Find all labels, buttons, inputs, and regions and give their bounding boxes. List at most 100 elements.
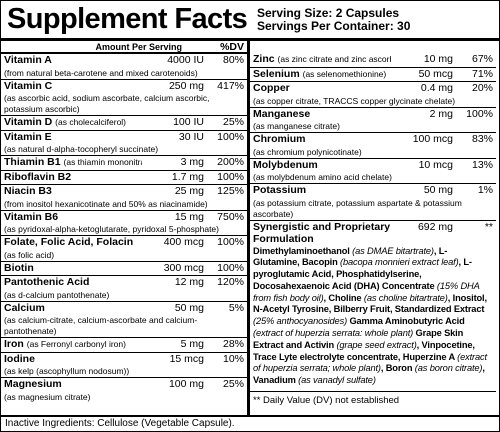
daily-value: 28%: [222, 338, 244, 350]
ingredient-text: (bacopa monnieri extract leaf): [340, 257, 459, 268]
nutrient-cell: Potassium: [253, 184, 391, 198]
amount: 15 mcg: [169, 352, 204, 365]
amount: 15 mg: [174, 210, 204, 223]
nutrient-name: Folate, Folic Acid, Folacin: [4, 236, 134, 248]
nutrient-row: Vitamin C 250 mg 417% (as ascorbic acid, so…: [1, 78, 247, 116]
nutrient-name: Vitamin A: [4, 54, 52, 66]
ingredient-text: Dimethylaminoethanol: [253, 245, 353, 256]
nutrient-row: Magnesium 100 mg 25% (as magnesium citrate): [1, 377, 247, 403]
ingredient-text: Grape Skin Extract and Activin: [253, 328, 464, 350]
nutrient-cell: Chromium: [253, 133, 391, 147]
nutrient-row: Copper 0.4 mg 20% (as copper citrate, TRACC…: [250, 81, 496, 107]
ingredient-text: (15% DHA from fish body oil): [253, 280, 480, 303]
ingredient-text: , L-pyroglutamic Acid, Phosphatidylserin…: [253, 257, 472, 291]
nutrient-cell: Vitamin D (as cholecalciferol): [4, 116, 142, 130]
nutrient-name: Vitamin B6: [4, 210, 59, 223]
nutrient-cell: Vitamin E: [4, 131, 142, 145]
nutrient-source: (as cholecalciferol): [55, 117, 127, 127]
nutrient-row: Vitamin A 4000 IU 80% (from natural beta-ca…: [1, 54, 247, 79]
nutrient-row: Riboflavin B2 1.7 mg 100%: [1, 169, 247, 185]
daily-value: 200%: [217, 156, 244, 168]
daily-value: 71%: [471, 67, 493, 80]
column-header: Amount Per Serving %DV: [1, 41, 247, 54]
daily-value: 80%: [222, 54, 244, 66]
nutrient-source: (as potassium citrate, potassium asparta…: [253, 197, 462, 219]
nutrient-name: Potassium: [253, 184, 307, 196]
nutrient-source: (as natural d-alpha-tocopheryl succinate…: [4, 144, 159, 154]
nutrient-source: (as pyridoxal-alpha-ketoglutarate, pyrid…: [4, 224, 219, 234]
ingredient-text: (as choline bitartrate): [363, 292, 448, 303]
nutrient-name: Selenium: [253, 67, 300, 80]
proprietary-blend: Synergistic and Proprietary Formulation …: [250, 219, 496, 388]
nutrient-name: Zinc: [253, 53, 275, 65]
amount: 100 mcg: [412, 133, 453, 145]
amount-header: Amount Per Serving: [95, 42, 182, 52]
nutrient-row: Vitamin E 30 IU 100% (as natural d-alpha-to…: [1, 129, 247, 156]
amount: 100 mg: [168, 378, 204, 390]
amount: 100 IU: [173, 116, 204, 128]
amount: 4000 IU: [167, 54, 204, 66]
amount: 1.7 mg: [171, 170, 204, 183]
ingredient-text: (as boron citrate): [414, 363, 483, 374]
amount: 5 mg: [180, 338, 204, 350]
ingredient-text: , Vanadium: [253, 363, 485, 386]
daily-value: 1%: [477, 184, 493, 196]
nutrient-cell: Manganese: [253, 108, 391, 122]
right-rows: Zinc (as zinc citrate and zinc ascorbate…: [250, 53, 496, 220]
nutrient-row: Manganese 2 mg 100% (as manganese citrate): [250, 106, 496, 133]
nutrient-row: Thiamin B1 (as thiamin mononitrate) 3 mg 2…: [1, 155, 247, 170]
nutrient-name: Vitamin D: [4, 116, 53, 128]
amount: 12 mg: [174, 276, 204, 288]
amount: 10 mg: [423, 53, 453, 65]
daily-value: 750%: [217, 210, 244, 223]
nutrient-source: (from inositol hexanicotinate and 50% as…: [4, 198, 208, 209]
nutrient-cell: Biotin: [4, 262, 142, 276]
nutrient-row: Iron (as Ferronyl carbonyl iron) 5 mg 28%: [1, 337, 247, 352]
daily-value: 417%: [217, 79, 244, 92]
nutrient-cell: Riboflavin B2: [4, 171, 142, 185]
nutrient-source: (as magnesium citrate): [4, 391, 91, 402]
servings-per-container: Servings Per Container: 30: [257, 18, 411, 33]
ingredient-text: , L-Glutamine, Bacopin: [253, 245, 448, 268]
nutrient-name: Vitamin E: [4, 130, 52, 143]
nutrient-source: (as zinc citrate and zinc ascorbate): [277, 54, 391, 64]
daily-value: 100%: [217, 130, 244, 143]
nutrient-row: Vitamin B6 15 mg 750% (as pyridoxal-alpha-k…: [1, 209, 247, 236]
nutrient-name: Copper: [253, 82, 290, 94]
nutrient-name: Chromium: [253, 133, 306, 145]
nutrient-row: Chromium 100 mcg 83% (as chromium polynicot…: [250, 132, 496, 158]
nutrient-source: (as copper citrate, TRACCS copper glycin…: [253, 95, 456, 106]
nutrient-name: Calcium: [4, 301, 45, 314]
ingredient-text: (extract of huperzia serrata: whole plan…: [253, 328, 414, 339]
nutrient-cell: Thiamin B1 (as thiamin mononitrate): [4, 156, 142, 170]
nutrient-cell: Calcium: [4, 302, 142, 316]
serving-info: Serving Size: 2 Capsules Servings Per Co…: [253, 6, 411, 33]
nutrient-row: Calcium 50 mg 5% (as calcium-citrate, calci…: [1, 300, 247, 338]
daily-value: 13%: [471, 158, 493, 171]
amount: 25 mg: [174, 185, 204, 197]
header: Supplement Facts Serving Size: 2 Capsule…: [1, 1, 499, 41]
ingredient-text: (25% anthocyanosides): [253, 316, 348, 327]
nutrient-name: Riboflavin B2: [4, 170, 72, 183]
nutrient-row: Vitamin D (as cholecalciferol) 100 IU 25%: [1, 115, 247, 130]
nutrient-cell: Iron (as Ferronyl carbonyl iron): [4, 338, 142, 352]
daily-value: 25%: [222, 378, 244, 390]
daily-value: 83%: [471, 133, 493, 145]
columns: Amount Per Serving %DV Vitamin A 4000 IU 8…: [1, 41, 499, 415]
daily-value: 5%: [228, 301, 244, 314]
nutrient-name: Niacin B3: [4, 185, 52, 197]
ingredient-text: , Vinpocetine, Trace Lyte electrolyte co…: [253, 339, 475, 362]
nutrient-cell: Vitamin B6: [4, 211, 142, 225]
nutrient-cell: Zinc (as zinc citrate and zinc ascorbate…: [253, 53, 391, 67]
nutrient-source: (as thiamin mononitrate): [63, 157, 142, 167]
nutrient-name: Molybdenum: [253, 158, 318, 171]
nutrient-name: Manganese: [253, 107, 311, 120]
nutrient-name: Pantothenic Acid: [4, 276, 90, 288]
ingredient-text: , Inositol, N-Acetyl Tyrosine, Bilberry …: [253, 292, 487, 315]
ingredient-text: , Choline: [323, 292, 364, 303]
nutrient-row: Iodine 15 mcg 10% (as kelp (ascophyllum nod…: [1, 351, 247, 378]
nutrient-source: (as Ferronyl carbonyl iron): [26, 339, 126, 349]
nutrient-cell: Vitamin A: [4, 54, 142, 68]
ingredient-text: Gamma Aminobutyric Acid: [347, 316, 465, 327]
